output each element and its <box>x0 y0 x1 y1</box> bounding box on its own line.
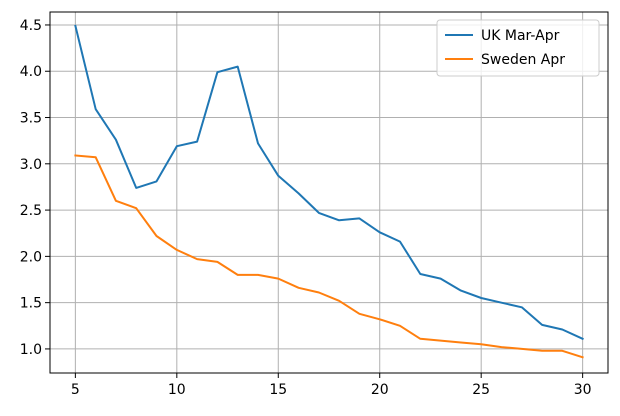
x-tick-label: 5 <box>71 382 80 398</box>
y-tick-label: 1.5 <box>20 296 42 312</box>
y-tick-label: 1.0 <box>20 342 42 358</box>
y-tick-label: 2.0 <box>20 249 42 265</box>
x-tick-label: 10 <box>168 382 186 398</box>
plot-area-frame <box>49 11 609 374</box>
series-lines <box>74 24 584 359</box>
grid <box>50 12 608 373</box>
y-tick-label: 4.0 <box>20 64 42 80</box>
y-tick-label: 4.5 <box>20 18 42 34</box>
y-tick-label: 3.0 <box>20 157 42 173</box>
axis-ticks: 5 10 15 20 25 30 1.0 1.5 2.0 2.5 3.0 3.5 4.0 4.5 <box>20 18 592 398</box>
y-tick-label: 2.5 <box>20 203 42 219</box>
y-tick-label: 3.5 <box>20 111 42 127</box>
series-line-1 <box>74 24 584 341</box>
legend-label: Sweden Apr <box>481 52 565 68</box>
x-tick-label: 25 <box>472 382 490 398</box>
x-tick-label: 15 <box>269 382 287 398</box>
series-line-2 <box>74 154 584 359</box>
x-tick-label: 20 <box>371 382 389 398</box>
legend-label: UK Mar-Apr <box>481 28 560 44</box>
legend-box <box>436 19 600 77</box>
legend: UK Mar-Apr Sweden Apr <box>436 19 600 77</box>
x-tick-label: 30 <box>574 382 592 398</box>
